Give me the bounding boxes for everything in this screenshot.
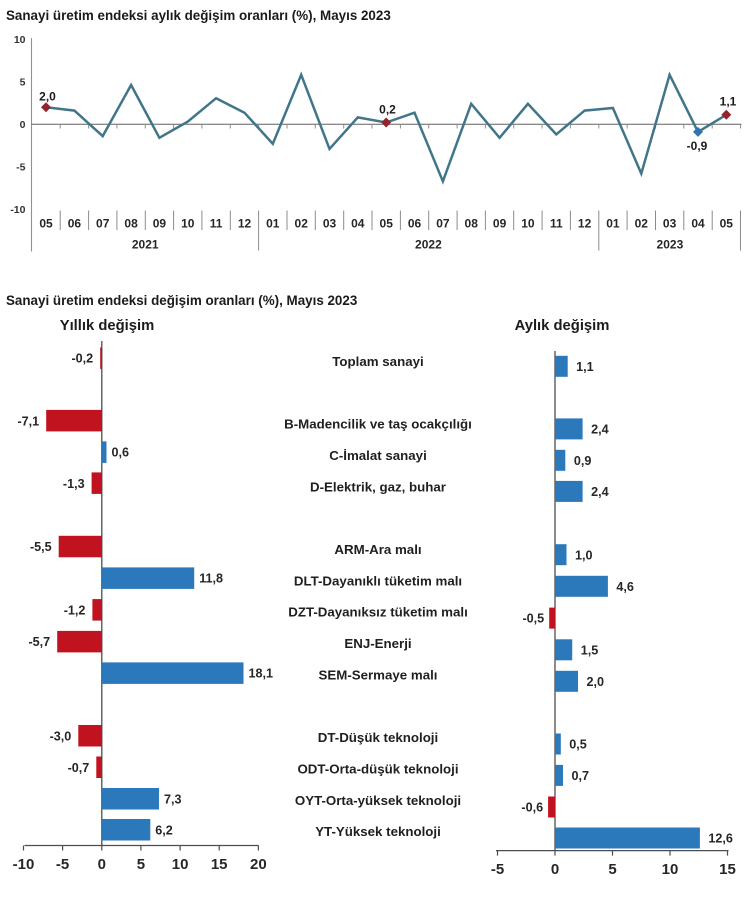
svg-text:10: 10 — [172, 856, 189, 873]
svg-text:07: 07 — [96, 217, 110, 231]
svg-text:18,1: 18,1 — [249, 667, 274, 681]
svg-text:10: 10 — [14, 34, 26, 46]
svg-text:2021: 2021 — [132, 238, 159, 252]
svg-text:05: 05 — [39, 217, 53, 231]
svg-text:-5,7: -5,7 — [28, 635, 50, 649]
svg-text:01: 01 — [606, 217, 620, 231]
svg-text:YT-Yüksek teknoloji: YT-Yüksek teknoloji — [315, 824, 441, 839]
svg-text:6,2: 6,2 — [155, 823, 173, 837]
svg-text:2022: 2022 — [415, 238, 442, 252]
svg-text:ENJ-Enerji: ENJ-Enerji — [344, 636, 411, 651]
svg-text:01: 01 — [266, 217, 280, 231]
svg-text:0: 0 — [551, 861, 559, 878]
svg-text:2,0: 2,0 — [587, 675, 605, 689]
svg-text:2,0: 2,0 — [39, 90, 56, 104]
svg-text:B-Madencilik ve taş ocakçılığı: B-Madencilik ve taş ocakçılığı — [284, 417, 472, 432]
svg-text:Aylık değişim: Aylık değişim — [515, 318, 610, 334]
svg-text:DLT-Dayanıklı tüketim malı: DLT-Dayanıklı tüketim malı — [294, 573, 462, 588]
svg-text:10: 10 — [662, 861, 679, 878]
svg-text:0,9: 0,9 — [574, 454, 592, 468]
svg-text:-0,2: -0,2 — [71, 352, 93, 366]
svg-text:02: 02 — [295, 217, 309, 231]
svg-text:12: 12 — [578, 217, 592, 231]
svg-text:02: 02 — [635, 217, 649, 231]
svg-text:0,7: 0,7 — [572, 769, 590, 783]
svg-text:06: 06 — [68, 217, 82, 231]
svg-text:1,0: 1,0 — [575, 548, 593, 562]
svg-text:-1,2: -1,2 — [64, 604, 86, 618]
svg-text:0,6: 0,6 — [112, 446, 130, 460]
svg-text:Sanayi üretim endeksi aylık de: Sanayi üretim endeksi aylık değişim oran… — [6, 8, 391, 23]
svg-text:15: 15 — [719, 861, 736, 878]
svg-text:-1,3: -1,3 — [63, 477, 85, 491]
svg-text:09: 09 — [493, 217, 507, 231]
svg-text:-5: -5 — [56, 856, 69, 873]
svg-text:12: 12 — [238, 217, 252, 231]
svg-text:12,6: 12,6 — [708, 832, 733, 846]
svg-text:Sanayi üretim endeksi değişim: Sanayi üretim endeksi değişim oranları (… — [6, 293, 357, 308]
svg-text:ODT-Orta-düşük teknoloji: ODT-Orta-düşük teknoloji — [297, 761, 458, 776]
svg-text:1,1: 1,1 — [576, 360, 594, 374]
svg-text:04: 04 — [691, 217, 705, 231]
svg-text:4,6: 4,6 — [616, 580, 634, 594]
svg-text:SEM-Sermaye malı: SEM-Sermaye malı — [319, 667, 438, 682]
svg-text:-0,9: -0,9 — [687, 139, 708, 153]
svg-text:DT-Düşük teknoloji: DT-Düşük teknoloji — [318, 730, 438, 745]
svg-text:20: 20 — [250, 856, 267, 873]
svg-text:-7,1: -7,1 — [17, 414, 39, 428]
svg-text:OYT-Orta-yüksek teknoloji: OYT-Orta-yüksek teknoloji — [295, 793, 461, 808]
svg-text:0,5: 0,5 — [569, 738, 587, 752]
svg-text:-3,0: -3,0 — [50, 729, 72, 743]
svg-text:0: 0 — [20, 119, 26, 131]
svg-text:5: 5 — [608, 861, 616, 878]
svg-text:15: 15 — [211, 856, 228, 873]
svg-text:11: 11 — [550, 217, 563, 231]
svg-text:1,1: 1,1 — [720, 95, 737, 109]
svg-text:11,8: 11,8 — [199, 572, 223, 586]
svg-text:05: 05 — [720, 217, 734, 231]
svg-text:-0,7: -0,7 — [68, 761, 90, 775]
svg-text:DZT-Dayanıksız tüketim malı: DZT-Dayanıksız tüketim malı — [288, 605, 468, 620]
svg-text:-5: -5 — [491, 861, 504, 878]
svg-text:1,5: 1,5 — [581, 643, 599, 657]
svg-text:11: 11 — [210, 217, 223, 231]
svg-text:-10: -10 — [10, 204, 25, 216]
svg-text:04: 04 — [351, 217, 365, 231]
svg-text:10: 10 — [181, 217, 195, 231]
svg-text:C-İmalat sanayi: C-İmalat sanayi — [329, 448, 427, 463]
svg-text:2,4: 2,4 — [591, 485, 609, 499]
svg-text:09: 09 — [153, 217, 167, 231]
svg-text:7,3: 7,3 — [164, 792, 182, 806]
svg-text:D-Elektrik, gaz, buhar: D-Elektrik, gaz, buhar — [310, 479, 446, 494]
svg-text:-10: -10 — [13, 856, 35, 873]
svg-text:07: 07 — [436, 217, 450, 231]
svg-text:08: 08 — [124, 217, 138, 231]
svg-text:Toplam sanayi: Toplam sanayi — [332, 354, 423, 369]
svg-text:2,4: 2,4 — [591, 423, 609, 437]
svg-text:03: 03 — [663, 217, 677, 231]
svg-text:0: 0 — [98, 856, 106, 873]
svg-text:5: 5 — [20, 76, 26, 88]
svg-text:2023: 2023 — [657, 238, 684, 252]
svg-text:Yıllık değişim: Yıllık değişim — [60, 318, 155, 334]
svg-text:06: 06 — [408, 217, 422, 231]
svg-text:ARM-Ara malı: ARM-Ara malı — [334, 542, 421, 557]
svg-text:10: 10 — [521, 217, 535, 231]
svg-text:08: 08 — [465, 217, 479, 231]
svg-text:03: 03 — [323, 217, 337, 231]
svg-text:-0,5: -0,5 — [522, 612, 544, 626]
svg-text:5: 5 — [137, 856, 145, 873]
svg-text:05: 05 — [380, 217, 394, 231]
svg-text:0,2: 0,2 — [379, 103, 396, 117]
svg-text:-0,6: -0,6 — [521, 801, 543, 815]
svg-text:-5: -5 — [16, 162, 25, 174]
svg-text:-5,5: -5,5 — [30, 540, 52, 554]
